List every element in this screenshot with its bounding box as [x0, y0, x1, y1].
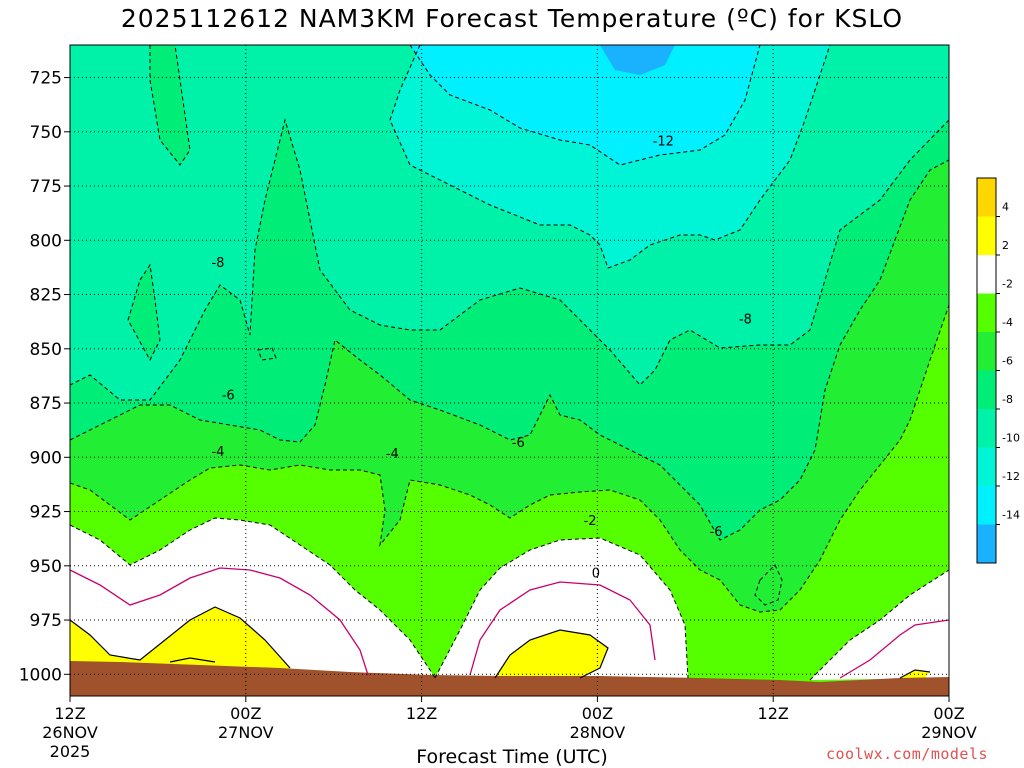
y-tick-label: 725	[30, 69, 62, 89]
y-tick-label: 850	[30, 340, 62, 360]
x-tick-label: 28NOV	[570, 723, 626, 742]
colorbar-label: -6	[1002, 355, 1013, 368]
x-tick-label: 27NOV	[218, 723, 274, 742]
x-tick-label: 12Z	[758, 704, 789, 723]
x-tick-label: 00Z	[933, 704, 964, 723]
colorbar-label: -12	[1002, 470, 1020, 483]
band-island-top-left	[150, 45, 190, 165]
colorbar-segment	[977, 216, 996, 255]
band-2-to-4-right	[900, 670, 930, 678]
colorbar-frame	[976, 177, 997, 564]
colorbar-label: -4	[1002, 316, 1013, 329]
contour-label: 0	[592, 566, 600, 581]
band-minus12-to-minus14	[410, 45, 760, 165]
band-minus14-to-minus16	[600, 45, 675, 75]
contour-label: -6	[710, 525, 723, 540]
colorbar-segment	[977, 178, 996, 217]
y-tick-label: 875	[30, 394, 62, 414]
colorbar-segment	[977, 447, 996, 486]
y-tick-label: 950	[30, 557, 62, 577]
x-tick-label: 2025	[50, 742, 91, 761]
contour-label: -2	[584, 514, 597, 529]
chart-title: 2025112612 NAM3KM Forecast Temperature (…	[120, 4, 904, 33]
solid-contours	[70, 567, 949, 679]
x-axis-title: Forecast Time (UTC)	[416, 746, 608, 768]
colorbar-label: -8	[1002, 393, 1013, 406]
colorbar-label: 2	[1002, 239, 1009, 252]
contour-label: -8	[211, 256, 224, 271]
y-tick-label: 1000	[19, 665, 62, 685]
contour-label: -6	[222, 388, 235, 403]
filled-temperature-bands	[70, 45, 949, 696]
colorbar-label: -2	[1002, 278, 1013, 291]
colorbar-label: -10	[1002, 432, 1020, 445]
dashed-contours	[70, 45, 949, 681]
band-island-left	[128, 265, 160, 360]
x-tick-label: 12Z	[54, 704, 85, 723]
x-tick-label: 00Z	[230, 704, 261, 723]
y-tick-label: 800	[30, 231, 62, 251]
y-tick-label: 975	[30, 611, 62, 631]
plot-frame	[69, 44, 950, 697]
x-tick-label: 12Z	[406, 704, 437, 723]
contour-label: -4	[211, 445, 224, 460]
x-tick-label: 29NOV	[921, 723, 977, 742]
x-tick-label: 00Z	[582, 704, 613, 723]
colorbar-segment	[977, 409, 996, 448]
band-2-to-4-center	[495, 630, 608, 678]
band-minus2-to-2-right	[810, 570, 949, 680]
colorbar-label: -14	[1002, 509, 1020, 522]
x-tick-label: 26NOV	[42, 723, 98, 742]
contour-label: -12	[653, 134, 674, 149]
colorbar-segment	[977, 370, 996, 409]
grid-lines	[70, 45, 949, 696]
source-credit: coolwx.com/models	[826, 745, 989, 763]
colorbar-label: 4	[1002, 201, 1009, 214]
colorbar-segment	[977, 255, 996, 294]
y-tick-label: 925	[30, 503, 62, 523]
colorbar-segment	[977, 332, 996, 371]
y-tick-label: 900	[30, 448, 62, 468]
y-tick-label: 825	[30, 286, 62, 306]
band-2-to-4	[70, 607, 292, 678]
ground-fill	[70, 661, 949, 696]
y-axis: 725 750 775 800 825 850 875 900 925 950 975 1000	[19, 69, 70, 685]
y-tick-label: 775	[30, 177, 62, 197]
y-tick-label: 750	[30, 123, 62, 143]
colorbar-segment	[977, 524, 996, 563]
contour-label: -4	[386, 447, 399, 462]
contour-label: -6	[512, 436, 525, 451]
contour-label: -8	[739, 312, 752, 327]
contour-labels: -12 -8 -8 -6 -6 -6 -4 -4 -2 0	[211, 134, 751, 581]
colorbar-segment	[977, 486, 996, 525]
colorbar-segment	[977, 293, 996, 332]
